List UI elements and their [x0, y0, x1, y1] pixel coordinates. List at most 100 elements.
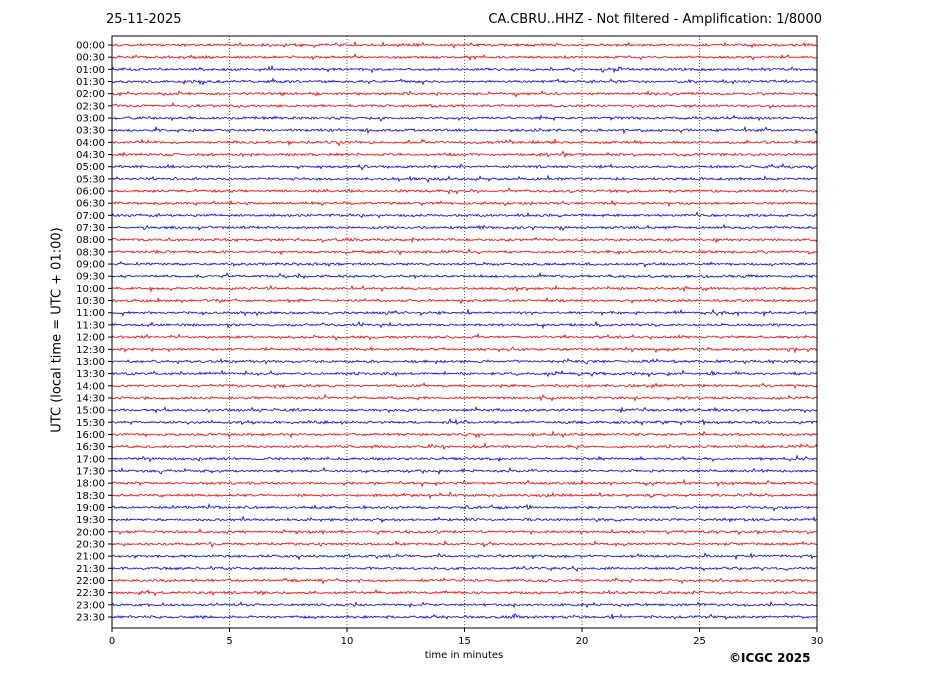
- trace-line: [111, 357, 818, 365]
- y-tick-label: 08:00: [76, 235, 105, 246]
- y-axis-title: UTC (local time = UTC + 01:00): [49, 227, 65, 433]
- trace-line: [111, 271, 818, 280]
- grid-lines: [229, 36, 700, 628]
- y-tick-label: 10:30: [76, 296, 105, 307]
- trace-line: [111, 247, 818, 256]
- trace-line: [111, 418, 818, 427]
- trace-line: [111, 405, 818, 414]
- y-tick-label: 13:30: [76, 369, 105, 380]
- trace-line: [111, 528, 818, 536]
- trace-line: [111, 589, 818, 597]
- date-label: 25-11-2025: [106, 12, 182, 27]
- x-tick-label: 25: [693, 636, 706, 647]
- trace-line: [111, 320, 818, 330]
- y-tick-label: 01:30: [76, 77, 105, 88]
- trace-line: [111, 296, 818, 305]
- y-tick-label: 18:00: [76, 479, 105, 490]
- y-tick-label: 14:30: [76, 393, 105, 404]
- plot-frame: [111, 35, 818, 629]
- y-tick-label: 17:00: [76, 454, 105, 465]
- y-tick-label: 09:00: [76, 260, 105, 271]
- y-tick-label: 21:00: [76, 552, 105, 563]
- x-tick-label: 10: [341, 636, 354, 647]
- y-tick-label: 22:30: [76, 588, 105, 599]
- y-tick-label: 16:30: [76, 442, 105, 453]
- y-tick-label: 07:30: [76, 223, 105, 234]
- y-tick-label: 12:00: [76, 333, 105, 344]
- y-tick-label: 05:00: [76, 162, 105, 173]
- x-tick-label: 15: [458, 636, 471, 647]
- y-tick-label: 14:00: [76, 381, 105, 392]
- trace-line: [111, 77, 818, 86]
- trace-line: [111, 369, 818, 378]
- trace-line: [111, 442, 818, 451]
- y-tick-label: 20:00: [76, 527, 105, 538]
- y-tick-label: 07:00: [76, 211, 105, 222]
- y-tick-label: 00:30: [76, 53, 105, 64]
- y-tick-label: 19:00: [76, 503, 105, 514]
- trace-line: [111, 40, 818, 49]
- y-tick-label: 12:30: [76, 345, 105, 356]
- trace-line: [111, 308, 818, 318]
- trace-line: [111, 236, 818, 244]
- y-tick-label: 06:30: [76, 199, 105, 210]
- trace-line: [111, 515, 818, 524]
- y-tick-label: 16:00: [76, 430, 105, 441]
- y-tick-label: 20:30: [76, 539, 105, 550]
- trace-line: [111, 491, 818, 500]
- trace-line: [111, 199, 818, 208]
- x-tick-label: 0: [109, 636, 115, 647]
- y-tick-label: 04:00: [76, 138, 105, 149]
- copyright-label: ©ICGC 2025: [729, 651, 811, 665]
- trace-line: [111, 552, 818, 561]
- trace-line: [111, 101, 818, 110]
- y-tick-label: 19:30: [76, 515, 105, 526]
- trace-line: [111, 52, 818, 62]
- trace-line: [111, 393, 818, 402]
- trace-line: [111, 346, 818, 354]
- trace-line: [111, 454, 818, 463]
- x-tick-label: 5: [226, 636, 232, 647]
- y-tick-label: 03:30: [76, 126, 105, 137]
- y-tick-label: 11:30: [76, 320, 105, 331]
- seismic-traces: [111, 40, 818, 621]
- y-tick-label: 15:30: [76, 418, 105, 429]
- y-tick-label: 23:30: [76, 612, 105, 623]
- y-tick-label: 03:00: [76, 114, 105, 125]
- y-tick-label: 13:00: [76, 357, 105, 368]
- trace-line: [111, 64, 818, 74]
- y-tick-label: 01:00: [76, 65, 105, 76]
- trace-line: [111, 612, 818, 621]
- trace-line: [111, 478, 818, 488]
- x-tick-label: 20: [576, 636, 589, 647]
- y-tick-label: 08:30: [76, 247, 105, 258]
- trace-line: [111, 502, 818, 512]
- trace-line: [111, 430, 818, 439]
- y-tick-label: 10:00: [76, 284, 105, 295]
- y-tick-label: 04:30: [76, 150, 105, 161]
- trace-line: [111, 332, 818, 342]
- trace-line: [111, 382, 818, 390]
- trace-line: [111, 539, 818, 549]
- trace-line: [111, 284, 818, 293]
- y-tick-label: 00:00: [76, 41, 105, 52]
- x-axis-title: time in minutes: [424, 650, 504, 661]
- trace-line: [111, 576, 818, 585]
- trace-line: [111, 211, 818, 219]
- trace-line: [111, 114, 818, 122]
- trace-line: [111, 174, 818, 184]
- y-tick-label: 15:00: [76, 406, 105, 417]
- y-tick-label: 06:00: [76, 187, 105, 198]
- y-tick-label: 23:00: [76, 600, 105, 611]
- x-tick-label: 30: [811, 636, 824, 647]
- y-tick-label: 18:30: [76, 491, 105, 502]
- trace-line: [111, 186, 818, 195]
- trace-line: [111, 162, 818, 171]
- x-axis-ticks: 0 5 10 15 20 25 30: [109, 628, 824, 647]
- y-tick-label: 11:00: [76, 308, 105, 319]
- trace-line: [111, 89, 818, 98]
- y-tick-label: 22:00: [76, 576, 105, 587]
- trace-line: [111, 223, 818, 231]
- trace-line: [111, 600, 818, 609]
